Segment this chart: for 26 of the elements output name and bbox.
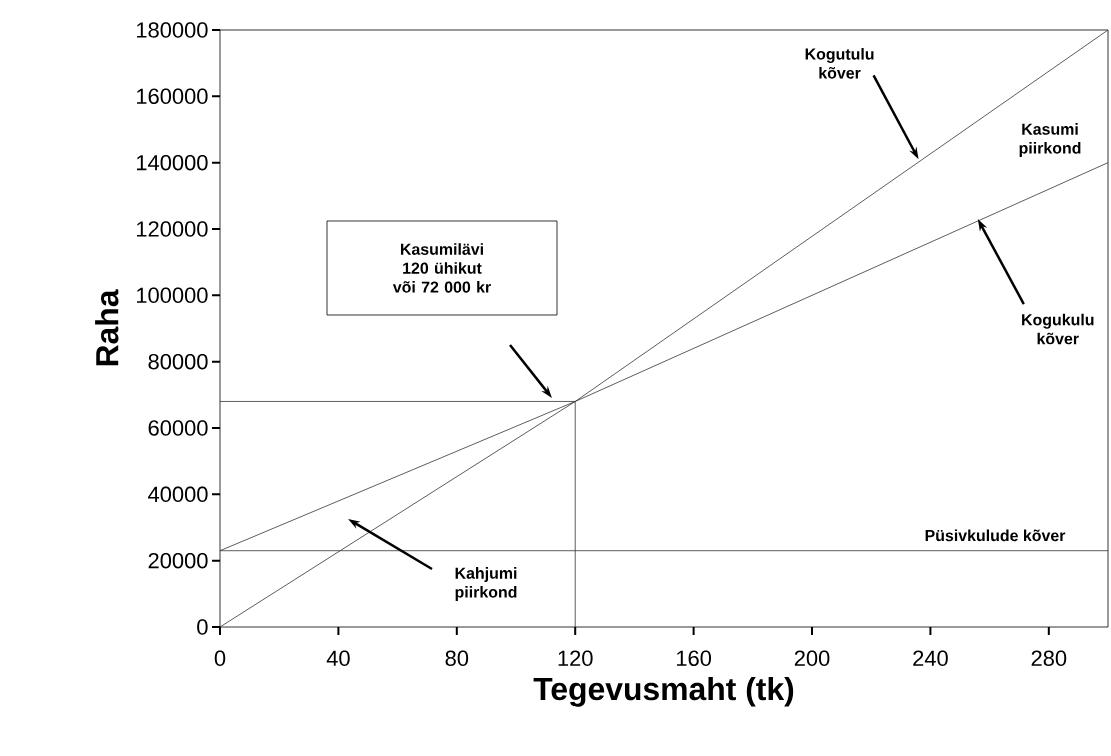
x-tick-label: 120	[558, 650, 593, 667]
y-tick-label: 0	[197, 619, 208, 635]
annotation: Kasumilävi 120 ühikut või 72 000 kr	[392, 243, 491, 293]
y-tick-label: 80000	[148, 353, 208, 370]
y-tick-label: 180000	[137, 22, 208, 38]
x-tick-label: 0	[214, 650, 226, 667]
x-tick-label: 160	[676, 650, 712, 667]
y-axis-title: Raha	[95, 289, 119, 366]
y-tick-label: 120000	[137, 221, 208, 237]
y-tick-label: 140000	[137, 154, 208, 171]
annotation: Kogutulu kõver	[805, 48, 874, 79]
y-tick-label: 40000	[148, 486, 208, 503]
y-tick-label: 20000	[148, 552, 208, 569]
annotation: Kasumi piirkond	[1019, 123, 1081, 157]
y-tick-label: 60000	[148, 420, 208, 436]
y-tick-label: 160000	[137, 88, 208, 105]
x-tick-label: 200	[794, 650, 830, 667]
x-tick-label: 80	[445, 650, 469, 667]
x-tick-label: 40	[326, 650, 350, 667]
x-axis-title: Tegevusmaht (tk)	[533, 676, 794, 707]
x-tick-label: 280	[1031, 650, 1067, 667]
y-tick-label: 100000	[137, 287, 208, 304]
ref-line-label: Püsivkulude kõver	[925, 529, 1066, 542]
x-tick-label: 240	[913, 650, 948, 667]
annotation: Kogukulu kõver	[1022, 313, 1094, 345]
annotation: Kahjumi piirkond	[455, 567, 517, 601]
